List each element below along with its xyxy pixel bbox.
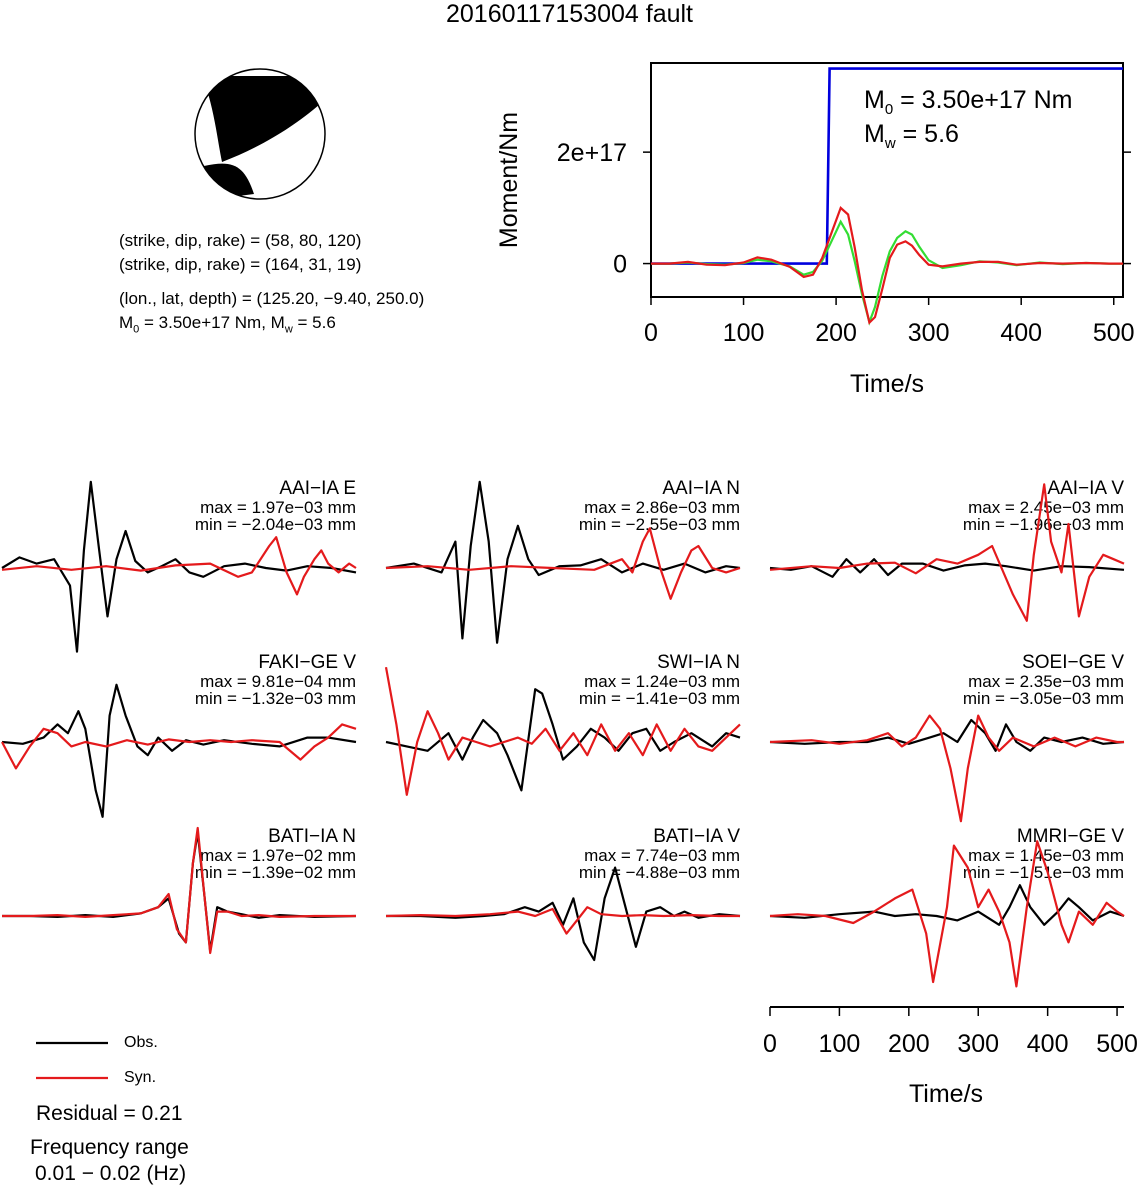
waveform-min-label: min = −3.05e−03 mm bbox=[963, 689, 1124, 708]
stf-red-line bbox=[651, 206, 1123, 325]
waveform-syn-trace bbox=[1, 723, 357, 770]
waveform-obs-trace bbox=[2, 831, 357, 953]
waveform-obs-trace bbox=[769, 558, 1125, 578]
stf-annotation-mw: Mw = 5.6 bbox=[864, 120, 959, 152]
waveform-xtick-label: 100 bbox=[819, 1030, 861, 1058]
waveform-max-label: max = 2.45e−03 mm bbox=[968, 498, 1124, 517]
waveform-obs-trace bbox=[1, 683, 357, 818]
waveform-obs-trace bbox=[769, 718, 1125, 752]
page-title: 20160117153004 fault bbox=[446, 0, 693, 28]
waveform-max-label: max = 2.86e−03 mm bbox=[584, 498, 740, 517]
waveform-station-label: FAKI−GE V bbox=[258, 652, 356, 673]
waveform-max-label: max = 1.97e−02 mm bbox=[200, 846, 356, 865]
stf-y-axis-label: Moment/Nm bbox=[495, 112, 523, 248]
waveform-syn-trace bbox=[384, 667, 741, 796]
waveform-min-label: min = −1.41e−03 mm bbox=[579, 689, 740, 708]
waveform-syn-trace bbox=[385, 906, 740, 935]
focal-mechanism-beachball bbox=[194, 68, 326, 200]
residual-label: Residual = 0.21 bbox=[36, 1102, 183, 1125]
waveform-station-label: BATI−IA V bbox=[653, 826, 740, 847]
waveform-station-label: SWI−IA N bbox=[657, 652, 740, 673]
stf-annotation-m0: M0 = 3.50e+17 Nm bbox=[864, 86, 1073, 118]
waveform-syn-trace bbox=[1, 536, 357, 596]
waveform-x-axis-label: Time/s bbox=[909, 1080, 983, 1108]
waveform-max-label: max = 9.81e−04 mm bbox=[200, 672, 356, 691]
stf-xtick-label: 100 bbox=[723, 319, 765, 347]
stf-x-axis-label: Time/s bbox=[850, 370, 924, 398]
waveform-xtick-label: 400 bbox=[1027, 1030, 1069, 1058]
stf-ytick-label: 0 bbox=[613, 251, 627, 279]
waveform-min-label: min = −4.88e−03 mm bbox=[579, 863, 740, 882]
waveform-max-label: max = 7.74e−03 mm bbox=[584, 846, 740, 865]
stf-xtick-label: 200 bbox=[815, 319, 857, 347]
stf-ytick-label: 2e+17 bbox=[557, 139, 627, 167]
waveform-xtick-label: 500 bbox=[1096, 1030, 1138, 1058]
mechanism-plane-2: (strike, dip, rake) = (164, 31, 19) bbox=[119, 255, 362, 274]
waveform-station-label: MMRI−GE V bbox=[1017, 826, 1124, 847]
waveform-syn-trace bbox=[769, 483, 1125, 622]
stf-xtick-label: 400 bbox=[1000, 319, 1042, 347]
frequency-range-value: 0.01 − 0.02 (Hz) bbox=[35, 1162, 187, 1185]
waveform-obs-trace bbox=[386, 866, 741, 962]
waveform-min-label: min = −2.55e−03 mm bbox=[579, 515, 740, 534]
beachball-compression-quadrant bbox=[202, 76, 320, 162]
waveform-obs-trace bbox=[385, 688, 741, 792]
legend-obs-label: Obs. bbox=[124, 1034, 158, 1051]
waveform-syn-trace bbox=[769, 840, 1125, 988]
waveform-obs-trace bbox=[1, 480, 357, 653]
waveform-syn-trace bbox=[769, 714, 1124, 823]
mechanism-moment: M0 = 3.50e+17 Nm, Mw = 5.6 bbox=[119, 313, 336, 336]
waveform-xtick-label: 200 bbox=[888, 1030, 930, 1058]
waveform-min-label: min = −1.51e−03 mm bbox=[963, 863, 1124, 882]
waveform-station-label: SOEI−GE V bbox=[1022, 652, 1124, 673]
waveform-station-label: AAI−IA V bbox=[1047, 478, 1124, 499]
waveform-max-label: max = 2.35e−03 mm bbox=[968, 672, 1124, 691]
stf-plot-frame bbox=[650, 62, 1124, 298]
stf-xtick-label: 500 bbox=[1093, 319, 1135, 347]
legend-syn-label: Syn. bbox=[124, 1069, 157, 1086]
mechanism-plane-1: (strike, dip, rake) = (58, 80, 120) bbox=[119, 231, 362, 250]
moment-rate-chart: 0 100 200 300 400 500 0 2e+17 Time/s Moment/Nm bbox=[495, 62, 1135, 398]
waveform-xtick-label: 300 bbox=[957, 1030, 999, 1058]
waveform-min-label: min = −2.04e−03 mm bbox=[195, 515, 356, 534]
waveform-min-label: min = −1.96e−03 mm bbox=[963, 515, 1124, 534]
waveform-max-label: max = 1.45e−03 mm bbox=[968, 846, 1124, 865]
waveform-station-label: AAI−IA E bbox=[279, 478, 356, 499]
waveform-station-label: BATI−IA N bbox=[268, 826, 356, 847]
waveform-syn-trace bbox=[385, 527, 741, 600]
waveform-syn-trace bbox=[2, 826, 356, 955]
waveform-obs-trace bbox=[385, 480, 741, 644]
legend-lines bbox=[36, 1041, 108, 1080]
waveform-obs-trace bbox=[769, 884, 1125, 926]
mechanism-location: (lon., lat, depth) = (125.20, −9.40, 250… bbox=[119, 289, 425, 308]
waveform-xtick-label: 0 bbox=[763, 1030, 777, 1058]
waveform-station-label: AAI−IA N bbox=[662, 478, 740, 499]
frequency-range-title: Frequency range bbox=[30, 1136, 189, 1159]
waveform-min-label: min = −1.32e−03 mm bbox=[195, 689, 356, 708]
waveform-min-label: min = −1.39e−02 mm bbox=[195, 863, 356, 882]
waveform-max-label: max = 1.97e−03 mm bbox=[200, 498, 356, 517]
stf-xtick-label: 0 bbox=[644, 319, 658, 347]
waveform-max-label: max = 1.24e−03 mm bbox=[584, 672, 740, 691]
stf-xtick-label: 300 bbox=[908, 319, 950, 347]
